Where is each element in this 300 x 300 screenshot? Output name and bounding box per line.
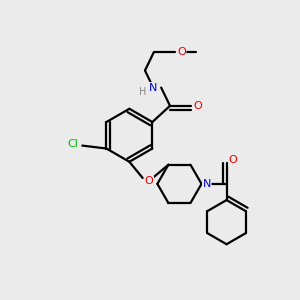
Text: O: O: [229, 155, 237, 165]
Text: O: O: [193, 101, 202, 111]
Text: N: N: [202, 179, 211, 189]
Text: O: O: [177, 47, 186, 57]
Text: N: N: [149, 82, 158, 93]
Text: O: O: [145, 176, 154, 186]
Text: H: H: [139, 87, 147, 97]
Text: Cl: Cl: [68, 139, 78, 149]
